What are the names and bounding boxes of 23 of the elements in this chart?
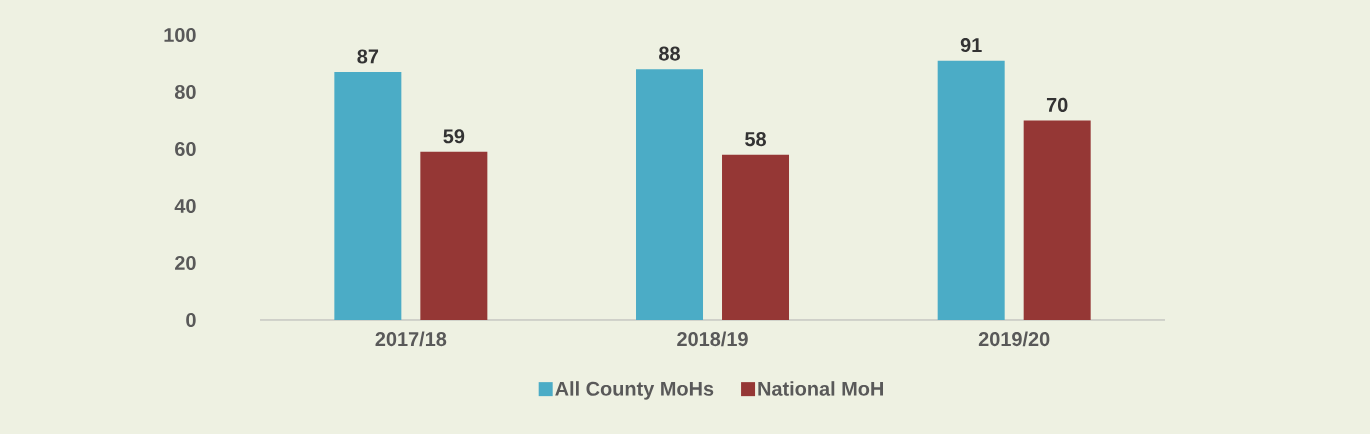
x-tick-label: 2019/20 (978, 331, 1050, 347)
y-tick-label: 100 (164, 27, 196, 43)
x-tick-label: 2018/19 (677, 331, 748, 347)
bar (420, 151, 488, 320)
bar (722, 154, 790, 320)
bar (334, 72, 402, 320)
data-label: 88 (659, 46, 680, 61)
y-tick-label: 60 (175, 141, 196, 157)
data-label: 91 (960, 38, 982, 53)
data-label: 70 (1046, 97, 1068, 112)
y-tick-label: 0 (186, 312, 196, 328)
bar (937, 60, 1005, 320)
data-label: 59 (443, 129, 465, 144)
data-label: 87 (357, 49, 379, 64)
bar (1023, 120, 1091, 320)
y-tick-label: 80 (174, 84, 196, 100)
legend-label: National MoH (758, 381, 883, 396)
legend-label: All County MoHs (555, 381, 714, 400)
data-label: 58 (745, 132, 766, 147)
y-tick-label: 40 (174, 198, 196, 214)
y-tick-label: 20 (175, 255, 196, 271)
bar (636, 69, 704, 320)
x-tick-label: 2017/18 (375, 331, 447, 347)
